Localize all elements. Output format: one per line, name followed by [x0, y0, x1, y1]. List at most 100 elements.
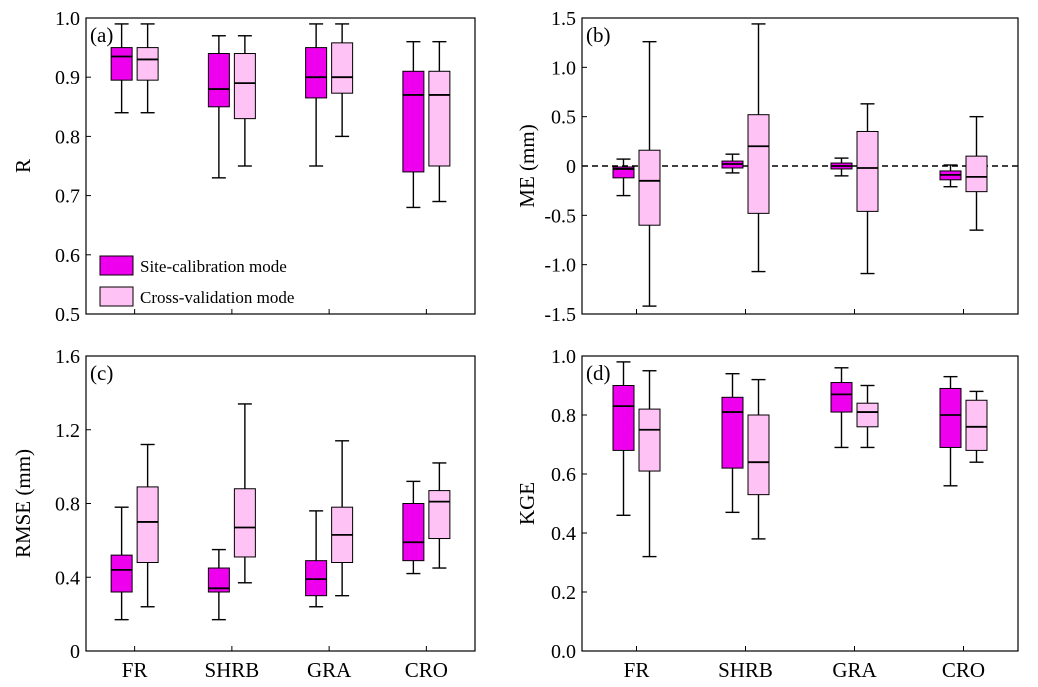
y-tick-label: 1.0 [55, 8, 80, 30]
panel-1: 0.5 0.6 0.7 0.8 0.9 1.0 R (a) [11, 8, 476, 326]
iqr-box [428, 70, 451, 167]
panel-2: -1.5 -1.0 -0.5 0 0.5 1.0 1.5 ME (mm) (b) [515, 8, 1019, 326]
box-gra-cross-validation [331, 440, 354, 597]
y-tick-label: 1.5 [551, 8, 576, 30]
panel-label: (b) [586, 23, 611, 47]
iqr-box [856, 402, 879, 428]
box-gra-site-calibration [830, 367, 853, 449]
box-cro-cross-validation [965, 115, 988, 231]
y-axis-label: KGE [515, 482, 539, 525]
iqr-box [856, 130, 879, 212]
iqr-box [638, 408, 661, 472]
box-shrb-site-calibration [721, 153, 744, 174]
box-cro-site-calibration [939, 375, 962, 487]
y-tick-label: 0.5 [551, 107, 576, 129]
y-tick-label: -0.5 [544, 205, 576, 227]
x-tick-label: GRA [307, 658, 352, 682]
y-tick-label: 0 [70, 641, 80, 663]
box-fr-site-calibration [110, 23, 133, 114]
iqr-box [612, 385, 635, 451]
box-gra-cross-validation [856, 384, 879, 449]
iqr-box [207, 567, 230, 593]
x-tick-label: CRO [405, 658, 448, 682]
x-tick-label: CRO [942, 658, 985, 682]
iqr-box [747, 114, 770, 214]
y-tick-label: 0.8 [55, 126, 80, 148]
box-shrb-cross-validation [747, 23, 770, 273]
panel-label: (d) [586, 361, 611, 385]
y-tick-label: 1.2 [55, 420, 80, 442]
y-tick-label: 0.4 [55, 567, 80, 589]
box-shrb-cross-validation [233, 35, 256, 167]
y-axis-label: R [11, 159, 35, 173]
iqr-box [305, 47, 328, 99]
iqr-box [965, 155, 988, 193]
x-tick-label: SHRB [204, 658, 259, 682]
box-gra-site-calibration [830, 157, 853, 177]
y-tick-label: 0.4 [551, 523, 576, 545]
box-shrb-site-calibration [207, 548, 230, 621]
iqr-box [110, 554, 133, 593]
x-tick-label: GRA [832, 658, 877, 682]
legend-swatch [99, 286, 134, 307]
box-gra-site-calibration [305, 510, 328, 608]
iqr-box [965, 399, 988, 451]
box-gra-cross-validation [331, 23, 354, 138]
iqr-box [402, 70, 425, 173]
iqr-box [207, 53, 230, 108]
box-fr-site-calibration [612, 158, 635, 197]
iqr-box [305, 560, 328, 597]
box-fr-cross-validation [136, 443, 159, 608]
iqr-box [402, 503, 425, 562]
panel-4: 0.0 0.2 0.4 0.6 0.8 1.0 KGE FR SHRB GRA CRO (d) [515, 346, 1019, 682]
y-axis-label: ME (mm) [515, 124, 539, 207]
y-tick-label: 0.9 [55, 67, 80, 89]
y-tick-label: 0.6 [551, 464, 576, 486]
y-tick-label: -1.5 [544, 304, 576, 326]
y-axis-label: RMSE (mm) [11, 449, 35, 558]
iqr-box [331, 42, 354, 94]
y-tick-label: 1.0 [551, 346, 576, 368]
box-cro-site-calibration [939, 164, 962, 188]
y-tick-label: -1.0 [544, 255, 576, 277]
panel-label: (c) [90, 361, 113, 385]
panel-label: (a) [90, 23, 113, 47]
y-tick-label: 0.8 [551, 405, 576, 427]
iqr-box [136, 47, 159, 81]
iqr-box [428, 490, 451, 540]
plot-frame [581, 355, 1019, 652]
iqr-box [110, 47, 133, 81]
box-cro-site-calibration [402, 40, 425, 209]
box-gra-site-calibration [305, 23, 328, 167]
y-tick-label: 1.0 [551, 57, 576, 79]
x-tick-label: FR [122, 658, 148, 682]
box-fr-cross-validation [638, 370, 661, 558]
box-shrb-cross-validation [747, 378, 770, 540]
y-tick-label: 0.8 [55, 494, 80, 516]
plot-frame [85, 17, 476, 315]
legend-label: Cross-validation mode [140, 288, 294, 307]
box-cro-cross-validation [428, 40, 451, 203]
iqr-box [136, 486, 159, 563]
box-shrb-site-calibration [207, 35, 230, 179]
y-tick-label: 0.5 [55, 304, 80, 326]
y-tick-label: 0.0 [551, 641, 576, 663]
iqr-box [830, 382, 853, 413]
iqr-box [939, 387, 962, 448]
legend-swatch [99, 255, 134, 276]
box-cro-cross-validation [428, 462, 451, 569]
y-tick-label: 0.7 [55, 186, 80, 208]
y-tick-label: 1.6 [55, 346, 80, 368]
iqr-box [747, 414, 770, 496]
box-fr-cross-validation [638, 40, 661, 307]
iqr-box [721, 396, 744, 469]
x-tick-label: FR [624, 658, 650, 682]
box-fr-site-calibration [110, 506, 133, 621]
x-tick-label: SHRB [718, 658, 773, 682]
y-tick-label: 0.2 [551, 582, 576, 604]
box-fr-cross-validation [136, 23, 159, 114]
box-shrb-cross-validation [233, 403, 256, 584]
iqr-box [233, 488, 256, 558]
box-cro-cross-validation [965, 390, 988, 463]
y-tick-label: 0 [566, 156, 576, 178]
